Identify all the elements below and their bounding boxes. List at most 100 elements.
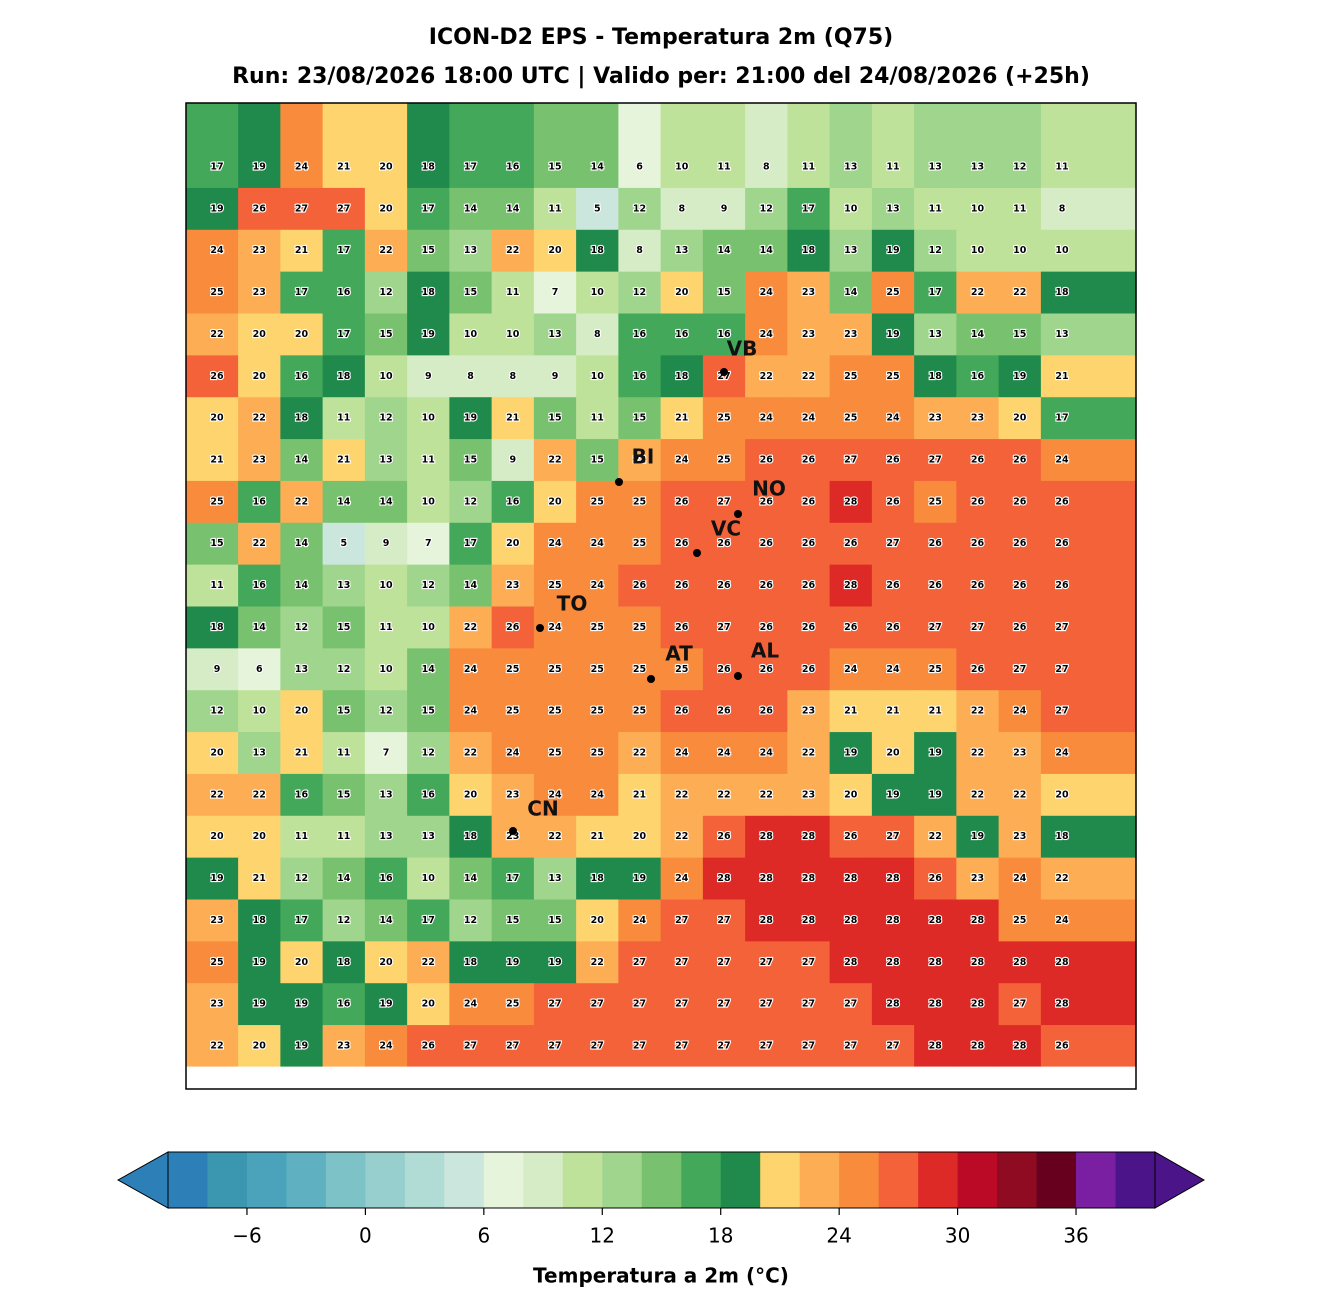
temperature-cell — [702, 815, 746, 859]
colorbar-swatch — [325, 1152, 366, 1208]
city-dot — [734, 510, 742, 518]
cell-value: 20 — [1013, 413, 1027, 424]
cell-value: 20 — [422, 999, 436, 1010]
temperature-cell — [533, 732, 577, 775]
city-dot — [693, 549, 701, 557]
cell-value: 18 — [210, 622, 224, 633]
temperature-cell — [829, 815, 873, 859]
temperature-cell — [871, 983, 915, 1026]
cell-value: 28 — [929, 915, 943, 926]
colorbar-over — [1154, 1151, 1206, 1209]
cell-value: 28 — [1055, 999, 1069, 1010]
temperature-cell — [702, 313, 746, 356]
cell-value: 18 — [253, 915, 267, 926]
cell-value: 14 — [379, 496, 393, 507]
temperature-cell — [618, 522, 662, 566]
temperature-cell — [280, 857, 324, 901]
cell-value: 25 — [210, 496, 223, 507]
temperature-cell — [871, 103, 915, 189]
cell-value: 27 — [886, 538, 899, 549]
temperature-cell — [280, 606, 324, 649]
cell-value: 25 — [591, 622, 604, 633]
temperature-cell — [1040, 899, 1137, 942]
cell-value: 12 — [337, 664, 350, 675]
cell-value: 20 — [591, 915, 605, 926]
temperature-cell — [618, 229, 662, 273]
cell-value: 20 — [295, 706, 309, 717]
temperature-cell — [364, 355, 408, 398]
cell-value: 20 — [210, 831, 224, 842]
temperature-cell — [407, 941, 450, 984]
temperature-cell — [829, 773, 873, 817]
cell-value: 28 — [886, 957, 900, 968]
cell-value: 10 — [253, 706, 267, 717]
cell-value: 13 — [929, 162, 942, 173]
temperature-cell — [322, 773, 366, 817]
cell-value: 25 — [717, 413, 730, 424]
temperature-cell — [660, 229, 704, 273]
temperature-cell — [998, 690, 1042, 733]
cell-value: 25 — [633, 622, 646, 633]
cell-value: 23 — [210, 915, 223, 926]
temperature-cell — [1040, 983, 1137, 1026]
temperature-cell — [914, 690, 957, 733]
cell-value: 26 — [675, 538, 689, 549]
cell-value: 27 — [1013, 999, 1026, 1010]
cell-value: 26 — [760, 622, 774, 633]
cell-value: 25 — [506, 664, 519, 675]
temperature-cell — [1040, 773, 1137, 817]
cell-value: 13 — [548, 873, 561, 884]
cell-value: 22 — [295, 496, 308, 507]
temperature-cell — [280, 313, 324, 356]
temperature-cell — [533, 648, 577, 691]
temperature-cell — [407, 857, 450, 901]
cell-value: 25 — [929, 664, 942, 675]
cell-value: 26 — [886, 496, 900, 507]
cell-value: 16 — [675, 329, 689, 340]
cell-value: 24 — [210, 245, 224, 256]
cell-value: 12 — [929, 245, 942, 256]
temperature-cell — [280, 439, 324, 482]
temperature-cell — [576, 732, 619, 775]
cell-value: 15 — [633, 413, 646, 424]
cell-value: 22 — [971, 287, 984, 298]
temperature-cell — [660, 899, 704, 942]
cell-value: 24 — [675, 455, 689, 466]
temperature-cell — [449, 732, 493, 775]
temperature-cell — [956, 439, 1000, 482]
colorbar-frame — [167, 1151, 1156, 1209]
temperature-cell — [322, 815, 366, 859]
temperature-cell — [238, 1025, 281, 1067]
cell-value: 13 — [844, 245, 857, 256]
temperature-cell — [533, 397, 577, 440]
temperature-cell — [322, 899, 366, 942]
cell-value: 17 — [506, 873, 519, 884]
cell-value: 11 — [337, 413, 350, 424]
cell-value: 19 — [548, 957, 561, 968]
cell-value: 27 — [929, 622, 942, 633]
temperature-cell — [618, 480, 662, 524]
cell-value: 28 — [886, 999, 900, 1010]
temperature-cell — [449, 1025, 493, 1067]
cell-value: 14 — [295, 580, 309, 591]
temperature-field — [186, 103, 1137, 1067]
temperature-cell — [618, 815, 662, 859]
temperature-cell — [533, 439, 577, 482]
temperature-cell — [745, 899, 788, 942]
cell-value: 20 — [379, 203, 393, 214]
temperature-cell — [449, 271, 493, 315]
colorbar-swatch — [720, 1152, 761, 1208]
temperature-cell — [238, 857, 281, 901]
temperature-cell — [280, 899, 324, 942]
cell-value: 20 — [506, 538, 520, 549]
cell-value: 20 — [379, 162, 393, 173]
cell-value: 12 — [760, 203, 773, 214]
temperature-cell — [660, 480, 704, 524]
cell-value: 19 — [253, 162, 266, 173]
temperature-cell — [533, 480, 577, 524]
temperature-cell — [787, 271, 831, 315]
cell-value: 11 — [295, 831, 308, 842]
cell-value: 22 — [633, 748, 646, 759]
temperature-cell — [491, 187, 535, 231]
temperature-cell — [364, 815, 408, 859]
